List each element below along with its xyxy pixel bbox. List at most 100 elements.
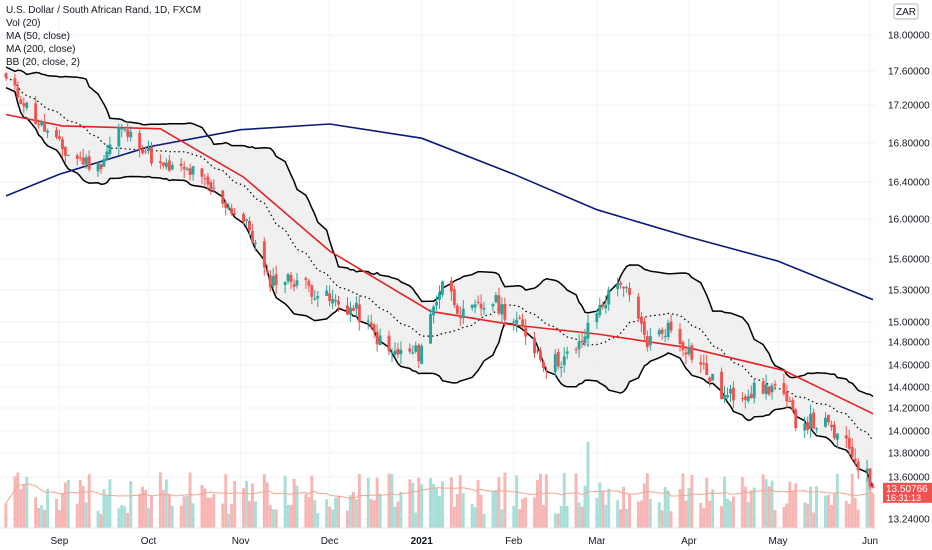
candle[interactable] [66,154,70,157]
candle[interactable] [108,136,112,157]
candle[interactable] [81,148,85,166]
candle[interactable] [144,146,147,155]
candle[interactable] [55,126,58,140]
candle[interactable] [99,163,103,174]
candle[interactable] [642,316,646,343]
candle[interactable] [844,426,848,448]
candle[interactable] [518,315,522,320]
candle[interactable] [167,154,171,172]
candle[interactable] [369,314,373,330]
candle[interactable] [295,273,299,289]
candle[interactable] [129,126,133,142]
candle[interactable] [812,408,816,429]
candle[interactable] [227,203,231,211]
candle[interactable] [720,367,723,400]
candle[interactable] [233,208,237,216]
candle[interactable] [856,458,860,479]
candle[interactable] [830,420,833,432]
candle[interactable] [37,119,41,129]
candle[interactable] [102,155,106,167]
candle[interactable] [607,286,611,311]
candle[interactable] [515,311,519,333]
candle[interactable] [399,341,403,364]
candle[interactable] [601,301,605,310]
candle[interactable] [521,313,525,328]
candle[interactable] [702,354,706,370]
candle[interactable] [764,374,768,400]
candle[interactable] [271,267,275,289]
candle[interactable] [794,407,798,432]
candle[interactable] [334,294,337,307]
candle[interactable] [138,129,142,158]
candle[interactable] [63,146,67,163]
candle[interactable] [604,295,608,314]
candle[interactable] [553,349,557,377]
candle[interactable] [346,297,349,316]
candle[interactable] [847,429,851,455]
candle[interactable] [13,73,17,90]
currency-badge[interactable]: ZAR [893,3,919,20]
candle[interactable] [191,165,195,181]
candle[interactable] [770,383,774,400]
candle[interactable] [417,343,421,368]
candle[interactable] [158,154,162,170]
candle[interactable] [150,142,153,167]
candle[interactable] [221,189,225,208]
candle[interactable] [147,140,150,155]
candle[interactable] [310,284,314,305]
candle[interactable] [328,285,332,307]
candle[interactable] [461,300,465,324]
candle[interactable] [533,332,536,358]
candle[interactable] [539,347,542,363]
candle[interactable] [206,173,210,191]
candle[interactable] [22,97,26,114]
candle[interactable] [203,174,207,186]
candle[interactable] [251,223,254,244]
candle[interactable] [141,145,144,155]
candle[interactable] [729,384,732,402]
candle[interactable] [803,416,807,438]
legend-ma50[interactable]: MA (50, close) [6,31,70,42]
time-axis[interactable]: Sep Oct Nov Dec 2021 Feb Mar Apr May Jun [0,527,878,547]
candle[interactable] [663,328,667,342]
candle[interactable] [726,387,729,399]
candle[interactable] [699,354,703,374]
candle[interactable] [164,158,168,170]
candle[interactable] [491,302,495,312]
candle[interactable] [806,416,810,435]
candle[interactable] [648,328,652,351]
candle[interactable] [357,295,361,331]
candle[interactable] [378,328,382,346]
candle[interactable] [46,128,49,139]
candle[interactable] [791,397,795,413]
candle[interactable] [75,153,79,166]
candle[interactable] [752,379,756,404]
candle[interactable] [565,346,569,360]
candle[interactable] [452,285,456,309]
candle[interactable] [123,127,127,133]
candle[interactable] [283,281,287,294]
candle[interactable] [58,129,61,141]
candle[interactable] [414,341,418,354]
candlesticks[interactable] [4,72,875,490]
candle[interactable] [351,305,355,312]
candle[interactable] [245,218,248,226]
candle[interactable] [286,272,290,285]
candle[interactable] [767,385,771,397]
candle[interactable] [16,81,20,99]
legend-volume[interactable]: Vol (20) [6,18,40,29]
candle[interactable] [815,427,818,433]
candle[interactable] [292,279,296,292]
candle[interactable] [387,330,391,356]
candle[interactable] [408,343,412,355]
candle[interactable] [435,295,438,311]
candle[interactable] [455,303,459,317]
candle[interactable] [420,343,424,365]
candle[interactable] [865,459,869,482]
candle[interactable] [182,161,186,179]
candle[interactable] [657,328,661,337]
candle[interactable] [743,394,747,409]
candle[interactable] [749,385,753,399]
candle[interactable] [185,166,189,171]
candle[interactable] [690,343,694,364]
